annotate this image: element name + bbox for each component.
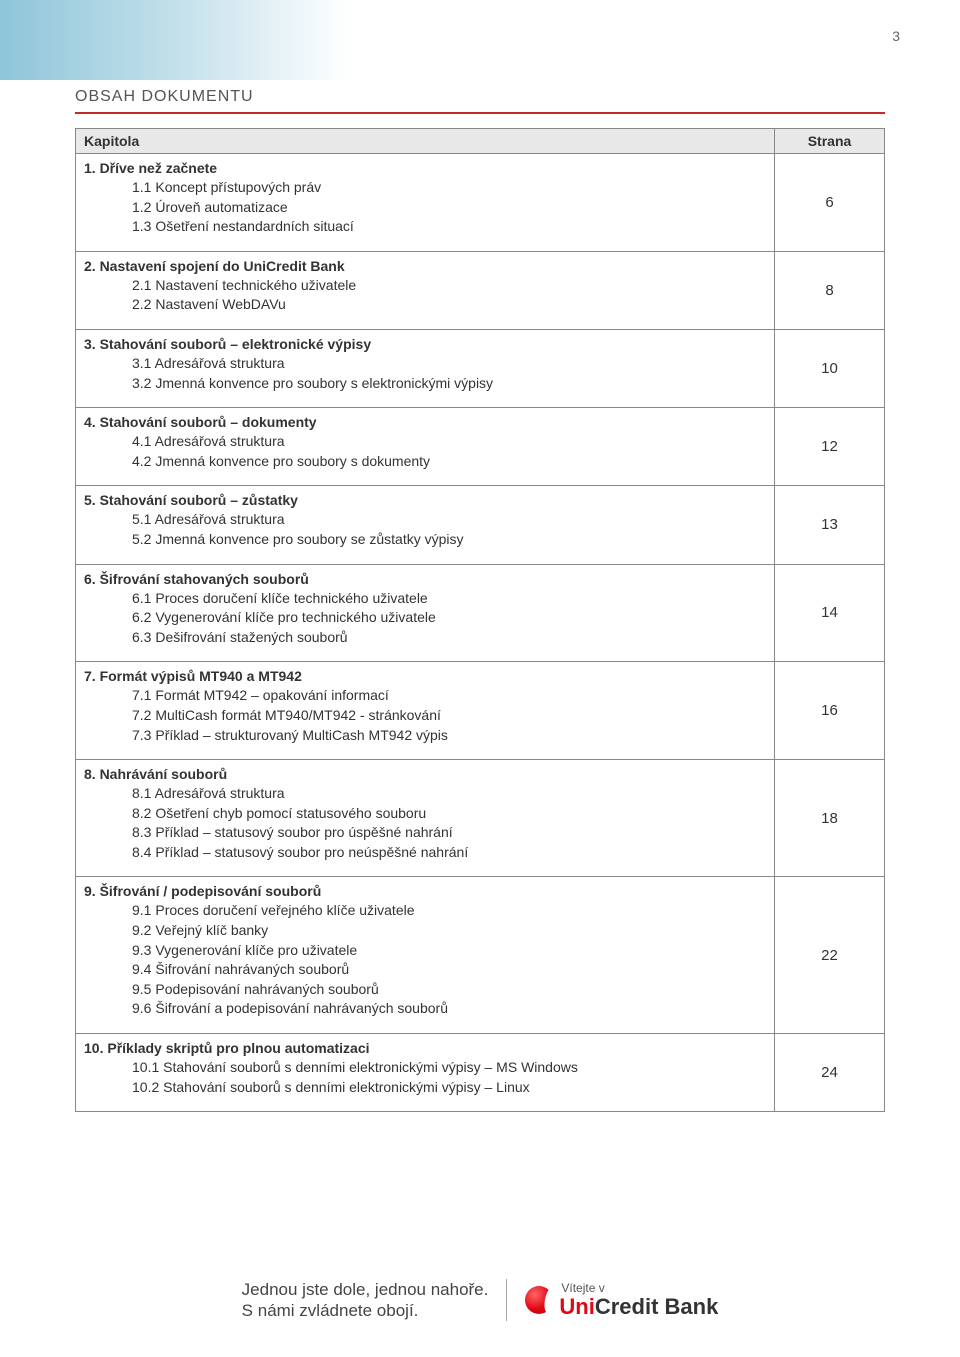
chapter-title: 4. Stahování souborů – dokumenty [84, 414, 766, 430]
header-page: Strana [775, 129, 885, 154]
toc-row: 6. Šifrování stahovaných souborů 6.1 Proc… [76, 564, 885, 662]
toc-row: 7. Formát výpisů MT940 a MT942 7.1 Formát… [76, 662, 885, 760]
chapter-subitem: 8.4 Příklad – statusový soubor pro neúsp… [132, 843, 766, 863]
toc-chapter-cell: 2. Nastavení spojení do UniCredit Bank 2.… [76, 251, 775, 329]
chapter-subitem: 2.2 Nastavení WebDAVu [132, 295, 766, 315]
chapter-subitem: 9.3 Vygenerování klíče pro uživatele [132, 941, 766, 961]
footer-line2: S námi zvládnete obojí. [242, 1300, 489, 1321]
toc-page-cell: 13 [775, 486, 885, 564]
toc-chapter-cell: 9. Šifrování / podepisování souborů 9.1 P… [76, 877, 775, 1034]
toc-table: Kapitola Strana 1. Dříve než začnete 1.1 … [75, 128, 885, 1112]
toc-row: 3. Stahování souborů – elektronické výpi… [76, 329, 885, 407]
chapter-subitem: 7.3 Příklad – strukturovaný MultiCash MT… [132, 726, 766, 746]
chapter-subitem: 6.1 Proces doručení klíče technického už… [132, 589, 766, 609]
chapter-subitem: 8.2 Ošetření chyb pomocí statusového sou… [132, 804, 766, 824]
toc-chapter-cell: 4. Stahování souborů – dokumenty 4.1 Adre… [76, 408, 775, 486]
content-area: OBSAH DOKUMENTU Kapitola Strana 1. Dříve… [75, 88, 885, 1112]
toc-page-cell: 8 [775, 251, 885, 329]
section-title: OBSAH DOKUMENTU [75, 88, 885, 106]
toc-page-cell: 10 [775, 329, 885, 407]
chapter-subitem: 5.2 Jmenná konvence pro soubory se zůsta… [132, 530, 766, 550]
header-chapter: Kapitola [76, 129, 775, 154]
logo-sphere-icon [525, 1286, 553, 1314]
chapter-subitem: 8.3 Příklad – statusový soubor pro úspěš… [132, 823, 766, 843]
toc-row: 10. Příklady skriptů pro plnou automatiz… [76, 1034, 885, 1112]
page-number: 3 [892, 28, 900, 44]
chapter-subitem: 3.2 Jmenná konvence pro soubory s elektr… [132, 374, 766, 394]
toc-page-cell: 24 [775, 1034, 885, 1112]
toc-row: 9. Šifrování / podepisování souborů 9.1 P… [76, 877, 885, 1034]
toc-page-cell: 16 [775, 662, 885, 760]
title-underline [75, 112, 885, 114]
logo-suffix: Bank [665, 1294, 719, 1319]
toc-header-row: Kapitola Strana [76, 129, 885, 154]
chapter-subitem: 9.2 Veřejný klíč banky [132, 921, 766, 941]
logo-mid: Credit [595, 1294, 665, 1319]
chapter-subitem: 4.1 Adresářová struktura [132, 432, 766, 452]
chapter-title: 5. Stahování souborů – zůstatky [84, 492, 766, 508]
chapter-subitem: 6.3 Dešifrování stažených souborů [132, 628, 766, 648]
chapter-title: 2. Nastavení spojení do UniCredit Bank [84, 258, 766, 274]
chapter-subitem: 4.2 Jmenná konvence pro soubory s dokume… [132, 452, 766, 472]
chapter-subitem: 9.1 Proces doručení veřejného klíče uživ… [132, 901, 766, 921]
toc-chapter-cell: 1. Dříve než začnete 1.1 Koncept přístupo… [76, 154, 775, 252]
toc-row: 1. Dříve než začnete 1.1 Koncept přístupo… [76, 154, 885, 252]
toc-chapter-cell: 3. Stahování souborů – elektronické výpi… [76, 329, 775, 407]
toc-page-cell: 6 [775, 154, 885, 252]
toc-chapter-cell: 8. Nahrávání souborů 8.1 Adresářová struk… [76, 760, 775, 877]
chapter-subitem: 7.2 MultiCash formát MT940/MT942 - strán… [132, 706, 766, 726]
chapter-title: 6. Šifrování stahovaných souborů [84, 571, 766, 587]
chapter-subitem: 6.2 Vygenerování klíče pro technického u… [132, 608, 766, 628]
toc-chapter-cell: 6. Šifrování stahovaných souborů 6.1 Proc… [76, 564, 775, 662]
toc-page-cell: 14 [775, 564, 885, 662]
chapter-subitem: 9.5 Podepisování nahrávaných souborů [132, 980, 766, 1000]
header-gradient [0, 0, 350, 80]
toc-page-cell: 22 [775, 877, 885, 1034]
logo-prefix: Uni [559, 1294, 594, 1319]
toc-row: 2. Nastavení spojení do UniCredit Bank 2.… [76, 251, 885, 329]
logo-main-text: UniCredit Bank [559, 1296, 718, 1318]
chapter-subitem: 2.1 Nastavení technického uživatele [132, 276, 766, 296]
logo-top-text: Vítejte v [561, 1282, 718, 1294]
toc-row: 4. Stahování souborů – dokumenty 4.1 Adre… [76, 408, 885, 486]
footer: Jednou jste dole, jednou nahoře. S námi … [0, 1279, 960, 1322]
chapter-subitem: 8.1 Adresářová struktura [132, 784, 766, 804]
chapter-subitem: 3.1 Adresářová struktura [132, 354, 766, 374]
chapter-subitem: 7.1 Formát MT942 – opakování informací [132, 686, 766, 706]
chapter-subitem: 1.3 Ošetření nestandardních situací [132, 217, 766, 237]
chapter-title: 1. Dříve než začnete [84, 160, 766, 176]
logo-text: Vítejte v UniCredit Bank [559, 1282, 718, 1318]
footer-line1: Jednou jste dole, jednou nahoře. [242, 1279, 489, 1300]
chapter-title: 9. Šifrování / podepisování souborů [84, 883, 766, 899]
chapter-subitem: 5.1 Adresářová struktura [132, 510, 766, 530]
chapter-subitem: 10.2 Stahování souborů s denními elektro… [132, 1078, 766, 1098]
toc-row: 5. Stahování souborů – zůstatky 5.1 Adres… [76, 486, 885, 564]
chapter-subitem: 9.4 Šifrování nahrávaných souborů [132, 960, 766, 980]
footer-divider [506, 1279, 507, 1321]
chapter-title: 3. Stahování souborů – elektronické výpi… [84, 336, 766, 352]
toc-chapter-cell: 10. Příklady skriptů pro plnou automatiz… [76, 1034, 775, 1112]
toc-row: 8. Nahrávání souborů 8.1 Adresářová struk… [76, 760, 885, 877]
chapter-subitem: 1.1 Koncept přístupových práv [132, 178, 766, 198]
chapter-subitem: 10.1 Stahování souborů s denními elektro… [132, 1058, 766, 1078]
footer-logo: Vítejte v UniCredit Bank [525, 1282, 718, 1318]
chapter-title: 10. Příklady skriptů pro plnou automatiz… [84, 1040, 766, 1056]
chapter-subitem: 9.6 Šifrování a podepisování nahrávaných… [132, 999, 766, 1019]
toc-page-cell: 12 [775, 408, 885, 486]
toc-chapter-cell: 5. Stahování souborů – zůstatky 5.1 Adres… [76, 486, 775, 564]
chapter-subitem: 1.2 Úroveň automatizace [132, 198, 766, 218]
chapter-title: 8. Nahrávání souborů [84, 766, 766, 782]
chapter-title: 7. Formát výpisů MT940 a MT942 [84, 668, 766, 684]
toc-page-cell: 18 [775, 760, 885, 877]
toc-chapter-cell: 7. Formát výpisů MT940 a MT942 7.1 Formát… [76, 662, 775, 760]
footer-slogan: Jednou jste dole, jednou nahoře. S námi … [242, 1279, 489, 1322]
